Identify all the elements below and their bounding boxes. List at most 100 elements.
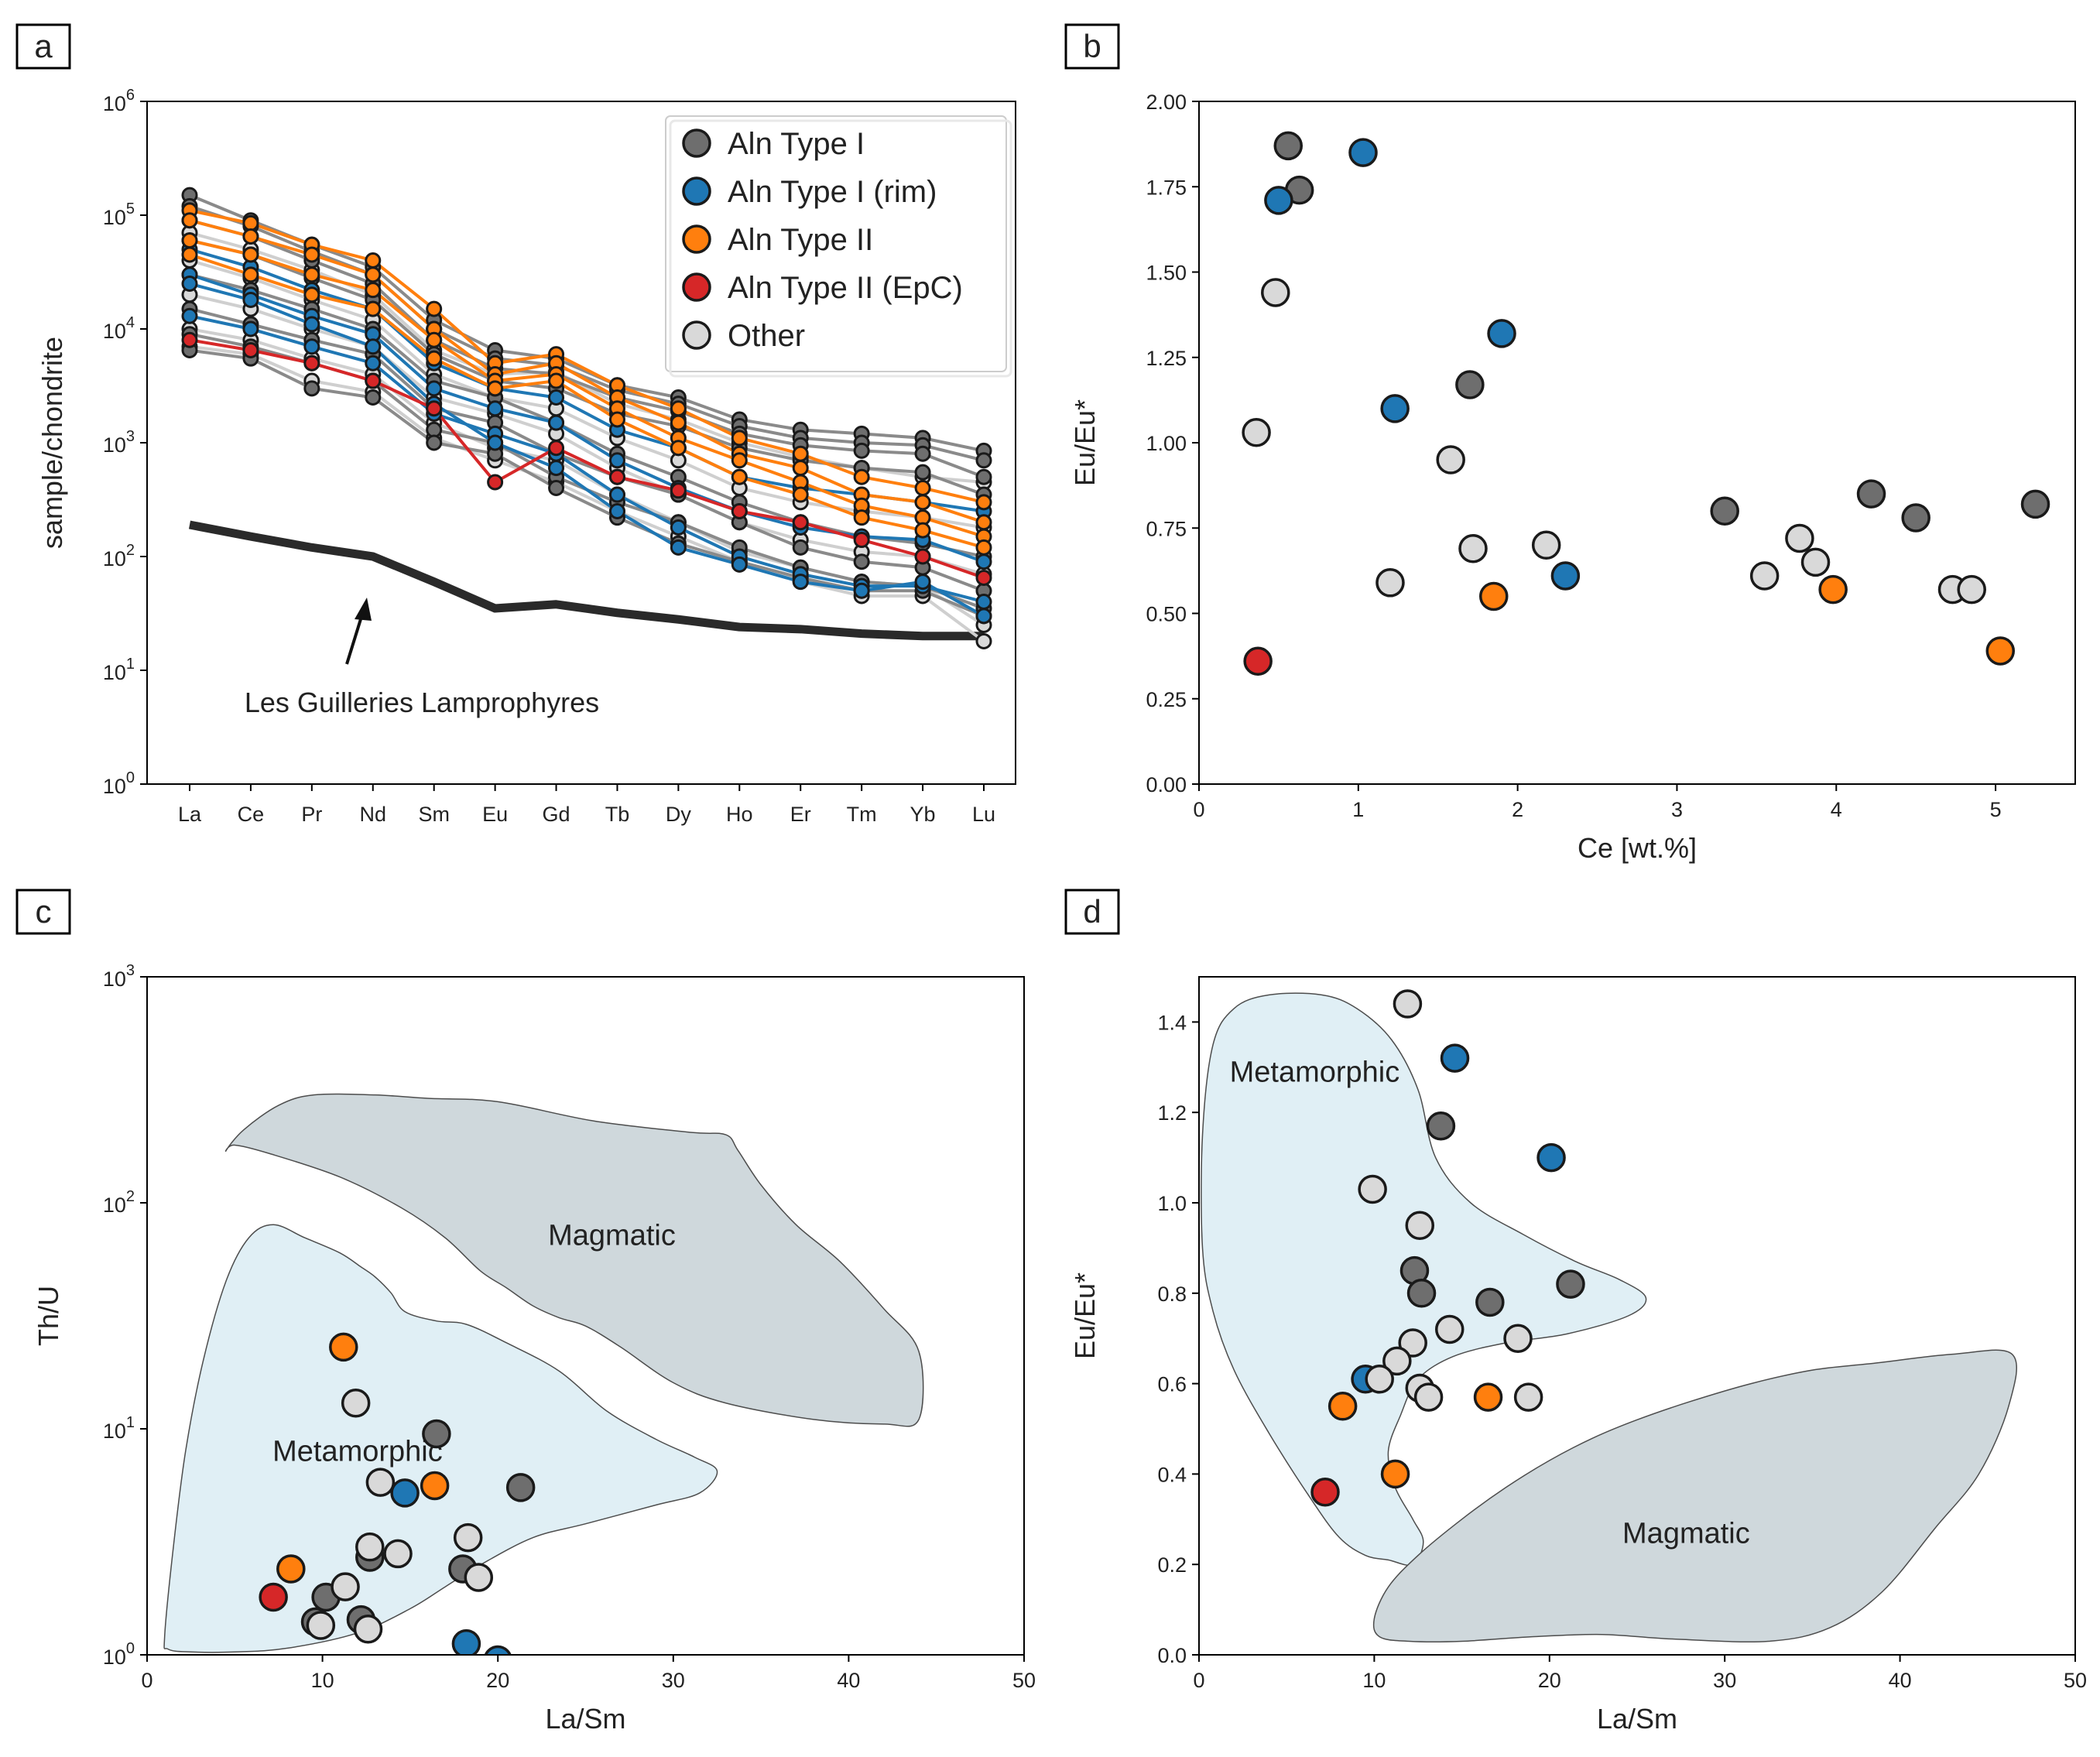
data-point-type1rim bbox=[1264, 186, 1293, 215]
x-tick-label: 40 bbox=[837, 1669, 860, 1692]
data-point-other bbox=[453, 1522, 483, 1553]
series-point-type2 bbox=[792, 460, 809, 477]
y-tick-label: 2.00 bbox=[1146, 91, 1187, 114]
x-category-label: Lu bbox=[972, 803, 995, 826]
data-point-type2 bbox=[1479, 581, 1509, 611]
tick-base: 10 bbox=[103, 1646, 126, 1669]
series-point-type2 bbox=[242, 266, 259, 283]
series-point-type2 bbox=[365, 282, 382, 299]
panel-label-c: c bbox=[15, 889, 71, 935]
tick-base: 10 bbox=[103, 206, 126, 229]
series-point-type2 bbox=[242, 246, 259, 263]
data-point-other bbox=[1261, 278, 1290, 307]
data-point-type2 bbox=[1327, 1392, 1358, 1421]
data-point-other bbox=[1365, 1365, 1394, 1394]
series-point-type2 bbox=[181, 246, 198, 263]
y-tick-label: 0.50 bbox=[1146, 603, 1187, 626]
series-point-type1rim bbox=[365, 354, 382, 372]
series-line-type1rim bbox=[189, 314, 985, 604]
series-point-type2 bbox=[303, 266, 320, 283]
panel-label-b-text: b bbox=[1083, 28, 1101, 64]
x-category-label: Ce bbox=[238, 803, 265, 826]
data-point-type1 bbox=[1856, 479, 1886, 509]
series-point-type2epc bbox=[731, 503, 748, 520]
data-point-other bbox=[341, 1388, 371, 1418]
legend-marker-type2epc bbox=[682, 272, 711, 302]
region-label-metamorphic: Metamorphic bbox=[272, 1435, 443, 1468]
series-point-type2 bbox=[914, 494, 931, 511]
data-point-type1rim bbox=[1348, 138, 1378, 167]
data-point-type1rim bbox=[1380, 394, 1410, 423]
data-point-type1rim bbox=[1550, 561, 1581, 591]
series-point-type1rim bbox=[365, 338, 382, 355]
series-point-type1rim bbox=[426, 380, 443, 397]
legend-label-type2epc: Aln Type II (EpC) bbox=[728, 271, 963, 305]
legend: Aln Type I Aln Type I (rim) Aln Type II Aln… bbox=[665, 115, 1012, 378]
y-tick-label: 103 bbox=[103, 962, 135, 991]
series-point-type2epc bbox=[975, 570, 992, 587]
y-tick-label: 102 bbox=[103, 542, 135, 570]
y-tick-label: 0.4 bbox=[1157, 1463, 1187, 1486]
tick-base: 10 bbox=[103, 1194, 126, 1217]
series-line-type1rim bbox=[189, 248, 985, 513]
tick-exponent: 6 bbox=[126, 87, 135, 104]
series-point-type1rim bbox=[548, 460, 565, 477]
series-point-type2 bbox=[548, 372, 565, 389]
x-category-label: Nd bbox=[360, 803, 387, 826]
data-point-other bbox=[1413, 1382, 1444, 1412]
tick-exponent: 1 bbox=[126, 656, 135, 673]
series-point-type1rim bbox=[975, 553, 992, 570]
series-point-type1rim bbox=[181, 307, 198, 324]
data-point-type1 bbox=[1710, 496, 1739, 526]
x-tick-label: 0 bbox=[1193, 798, 1204, 821]
data-point-type2 bbox=[1473, 1382, 1503, 1412]
y-tick-label: 0.2 bbox=[1157, 1553, 1187, 1577]
legend-box bbox=[665, 115, 1007, 372]
region-magmatic bbox=[224, 1093, 924, 1427]
region-label-metamorphic: Metamorphic bbox=[1230, 1057, 1400, 1089]
y-tick-label: 101 bbox=[103, 656, 135, 684]
data-point-type1 bbox=[1475, 1287, 1505, 1317]
series-point-type1rim bbox=[242, 291, 259, 308]
x-tick-label: 40 bbox=[1889, 1669, 1912, 1692]
x-axis-label: La/Sm bbox=[545, 1703, 625, 1735]
x-category-label: Er bbox=[790, 803, 811, 826]
series-point-type2 bbox=[242, 228, 259, 245]
panel-label-a: a bbox=[15, 23, 71, 70]
x-tick-label: 4 bbox=[1831, 798, 1842, 821]
data-point-type1rim bbox=[451, 1629, 481, 1655]
data-point-type1 bbox=[1901, 503, 1930, 533]
plot-area: Metamorphic Magmatic bbox=[163, 1093, 924, 1655]
data-point-other bbox=[1393, 989, 1423, 1019]
y-tick-label: 105 bbox=[103, 200, 135, 229]
series-line-type2 bbox=[189, 208, 985, 504]
data-point-other bbox=[1458, 533, 1488, 563]
x-tick-label: 30 bbox=[1713, 1669, 1736, 1692]
data-point-type2 bbox=[276, 1554, 306, 1584]
data-point-other bbox=[1358, 1174, 1387, 1204]
legend-shadow bbox=[669, 119, 1012, 378]
series-point-type2 bbox=[670, 400, 687, 417]
x-tick-label: 0 bbox=[1193, 1669, 1204, 1692]
series-line-type1 bbox=[189, 204, 985, 462]
data-point-other bbox=[1242, 418, 1271, 447]
series-point-type2 bbox=[975, 514, 992, 531]
y-axis-label: Eu/Eu* bbox=[1069, 1272, 1101, 1359]
series-point-type1 bbox=[853, 442, 870, 459]
data-point-other bbox=[1436, 445, 1465, 474]
series-point-type2epc bbox=[548, 440, 565, 457]
series-line-type2 bbox=[189, 253, 985, 550]
series-point-type2epc bbox=[853, 532, 870, 549]
series-point-type2 bbox=[365, 266, 382, 283]
tick-base: 10 bbox=[103, 661, 126, 684]
series-point-type1 bbox=[853, 553, 870, 570]
y-axis-label: Eu/Eu* bbox=[1069, 399, 1101, 486]
tick-exponent: 1 bbox=[126, 1414, 135, 1431]
y-tick-label: 1.2 bbox=[1157, 1101, 1187, 1125]
data-point-type2 bbox=[1818, 574, 1848, 605]
y-tick-label: 0.0 bbox=[1157, 1644, 1187, 1667]
data-point-type2epc bbox=[1243, 646, 1273, 676]
data-point-other bbox=[383, 1539, 413, 1569]
tick-base: 10 bbox=[103, 433, 126, 457]
series-point-type1rim bbox=[731, 556, 748, 573]
